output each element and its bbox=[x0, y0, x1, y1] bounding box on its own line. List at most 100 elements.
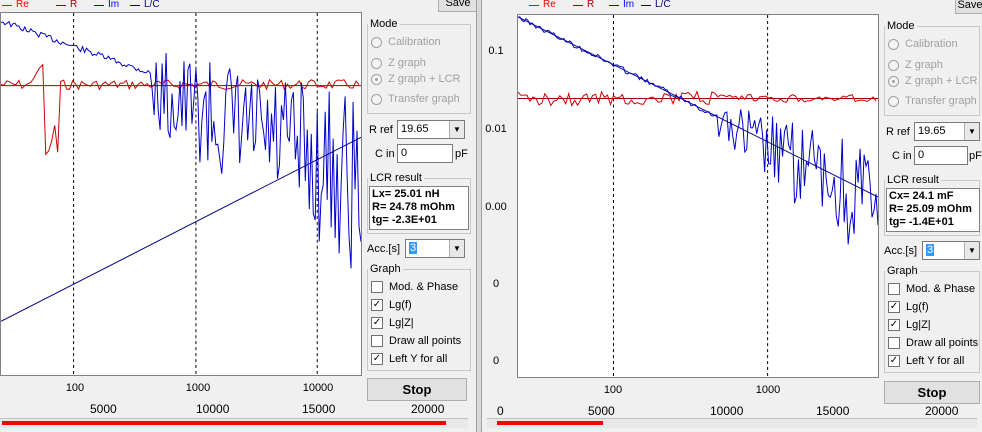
right-rref-select[interactable]: 19.65 ▼ bbox=[914, 122, 980, 141]
right-mode-title: Mode bbox=[887, 20, 915, 32]
radio-icon bbox=[371, 36, 382, 48]
right-mode-z-graph[interactable]: Z graph bbox=[888, 58, 943, 72]
right-cin-label: C in bbox=[892, 150, 912, 162]
left-lcr-line-1: Lx= 25.01 nH bbox=[372, 188, 440, 200]
right-count-5000: 5000 bbox=[588, 404, 615, 418]
left-opt-draw-all[interactable]: Draw all points bbox=[371, 334, 461, 348]
left-window: Re R Im L/C 100 1000 10000 5000 10000 15… bbox=[0, 0, 478, 432]
left-rref-select[interactable]: 19.65 ▼ bbox=[397, 120, 465, 139]
right-lcr-result: Cx= 24.1 mF R= 25.09 mOhm tg= -1.4E+01 bbox=[886, 188, 980, 232]
right-opt-lg-z[interactable]: ✓ Lg|Z| bbox=[888, 319, 931, 331]
left-graph-title: Graph bbox=[370, 263, 401, 275]
right-cin-unit: pF bbox=[969, 150, 982, 162]
checkbox-checked-icon: ✓ bbox=[888, 301, 900, 313]
radio-icon bbox=[888, 95, 899, 107]
left-lcr-group: LCR result bbox=[367, 172, 471, 234]
right-graph-title: Graph bbox=[887, 265, 918, 277]
left-stop-button[interactable]: Stop bbox=[367, 378, 467, 401]
left-mode-z-graph-lcr[interactable]: Z graph + LCR bbox=[371, 72, 460, 86]
left-acc-select[interactable]: 3 ▼ bbox=[405, 239, 465, 258]
left-count-20000: 20000 bbox=[411, 402, 445, 416]
left-cin-label: C in bbox=[375, 148, 395, 160]
right-mode-z-graph-lcr[interactable]: Z graph + LCR bbox=[888, 74, 977, 88]
left-legend: Re R Im L/C bbox=[0, 0, 362, 12]
legend-lc: L/C bbox=[655, 0, 671, 10]
checkbox-icon bbox=[371, 281, 383, 293]
left-count-5000: 5000 bbox=[90, 402, 117, 416]
right-window: Re R Im L/C 0.1 0.01 0.00 0 0 100 1000 0… bbox=[483, 0, 982, 432]
left-count-15000: 15000 bbox=[302, 402, 336, 416]
checkbox-icon bbox=[888, 337, 900, 349]
right-y-tick-3: 0.00 bbox=[485, 201, 507, 213]
left-opt-lg-z[interactable]: ✓ Lg|Z| bbox=[371, 317, 414, 329]
left-mode-calibration[interactable]: Calibration bbox=[371, 35, 441, 49]
left-lcr-line-3: tg= -2.3E+01 bbox=[372, 214, 437, 226]
pane-splitter[interactable] bbox=[476, 0, 482, 432]
right-y-tick-5: 0 bbox=[492, 355, 500, 367]
right-progress-fill bbox=[497, 421, 603, 425]
right-stop-button[interactable]: Stop bbox=[884, 381, 980, 404]
left-side-panel: Save Mode Calibration Z graph Z graph + … bbox=[365, 0, 478, 432]
right-acc-select[interactable]: 3 ▼ bbox=[922, 241, 980, 260]
right-save-button[interactable]: Save bbox=[955, 0, 982, 14]
checkbox-checked-icon: ✓ bbox=[888, 319, 900, 331]
left-cin-input[interactable]: 0 bbox=[397, 144, 453, 163]
left-plot[interactable] bbox=[0, 12, 362, 376]
legend-re-swatch bbox=[529, 5, 539, 6]
right-acc-label: Acc.[s] bbox=[884, 245, 918, 257]
chevron-down-icon: ▼ bbox=[964, 123, 979, 140]
left-freq-tick-1000: 1000 bbox=[185, 382, 211, 394]
left-mode-title: Mode bbox=[370, 18, 398, 30]
right-y-tick-2: 0.01 bbox=[485, 123, 507, 135]
radio-icon bbox=[371, 57, 382, 69]
chevron-down-icon: ▼ bbox=[449, 240, 464, 257]
right-progress-scrollbar[interactable] bbox=[487, 418, 977, 428]
checkbox-icon bbox=[888, 283, 900, 295]
right-lcr-title: LCR result bbox=[887, 174, 939, 186]
legend-im-swatch bbox=[609, 5, 619, 6]
right-opt-draw-all[interactable]: Draw all points bbox=[888, 336, 978, 350]
left-mode-transfer-graph[interactable]: Transfer graph bbox=[371, 92, 460, 106]
legend-lc: L/C bbox=[144, 0, 160, 10]
legend-re-swatch bbox=[2, 5, 12, 6]
right-graph-group: Graph bbox=[884, 265, 980, 373]
right-cin-input[interactable]: 0 bbox=[914, 146, 968, 165]
left-freq-tick-100: 100 bbox=[65, 382, 85, 394]
right-opt-lg-f[interactable]: ✓ Lg(f) bbox=[888, 301, 929, 313]
right-mode-transfer-graph[interactable]: Transfer graph bbox=[888, 94, 977, 108]
chevron-down-icon: ▼ bbox=[449, 121, 464, 138]
legend-re: Re bbox=[543, 0, 556, 10]
right-lc-line bbox=[518, 16, 878, 198]
legend-lc-swatch bbox=[130, 5, 140, 6]
left-progress-scrollbar[interactable] bbox=[0, 418, 468, 428]
right-lcr-line-2: R= 25.09 mOhm bbox=[889, 203, 972, 215]
right-opt-mod-phase[interactable]: Mod. & Phase bbox=[888, 282, 975, 296]
left-save-button[interactable]: Save bbox=[438, 0, 478, 12]
right-plot[interactable] bbox=[517, 14, 879, 378]
left-cin-unit: pF bbox=[455, 148, 468, 160]
chevron-down-icon: ▼ bbox=[964, 242, 979, 259]
right-freq-tick-1000: 1000 bbox=[755, 384, 781, 396]
right-opt-left-y[interactable]: ✓ Left Y for all bbox=[888, 355, 965, 367]
left-opt-lg-f[interactable]: ✓ Lg(f) bbox=[371, 299, 412, 311]
right-lcr-line-3: tg= -1.4E+01 bbox=[889, 216, 954, 228]
right-legend: Re R Im L/C bbox=[517, 0, 867, 12]
right-lcr-line-1: Cx= 24.1 mF bbox=[889, 190, 954, 202]
legend-im: Im bbox=[108, 0, 120, 10]
legend-im: Im bbox=[623, 0, 635, 10]
legend-lc-swatch bbox=[641, 5, 651, 6]
left-mode-z-graph[interactable]: Z graph bbox=[371, 56, 426, 70]
left-mode-group: Mode bbox=[367, 18, 471, 114]
legend-r-swatch bbox=[573, 5, 583, 6]
right-count-20000: 20000 bbox=[925, 404, 959, 418]
right-mode-calibration[interactable]: Calibration bbox=[888, 37, 958, 51]
left-opt-mod-phase[interactable]: Mod. & Phase bbox=[371, 280, 458, 294]
left-acc-label: Acc.[s] bbox=[367, 243, 401, 255]
legend-r-swatch bbox=[56, 5, 66, 6]
radio-icon bbox=[888, 38, 899, 50]
left-lcr-result: Lx= 25.01 nH R= 24.78 mOhm tg= -2.3E+01 bbox=[369, 186, 469, 230]
checkbox-icon bbox=[371, 335, 383, 347]
left-opt-left-y[interactable]: ✓ Left Y for all bbox=[371, 353, 448, 365]
radio-selected-icon bbox=[371, 73, 382, 85]
right-count-15000: 15000 bbox=[816, 404, 850, 418]
